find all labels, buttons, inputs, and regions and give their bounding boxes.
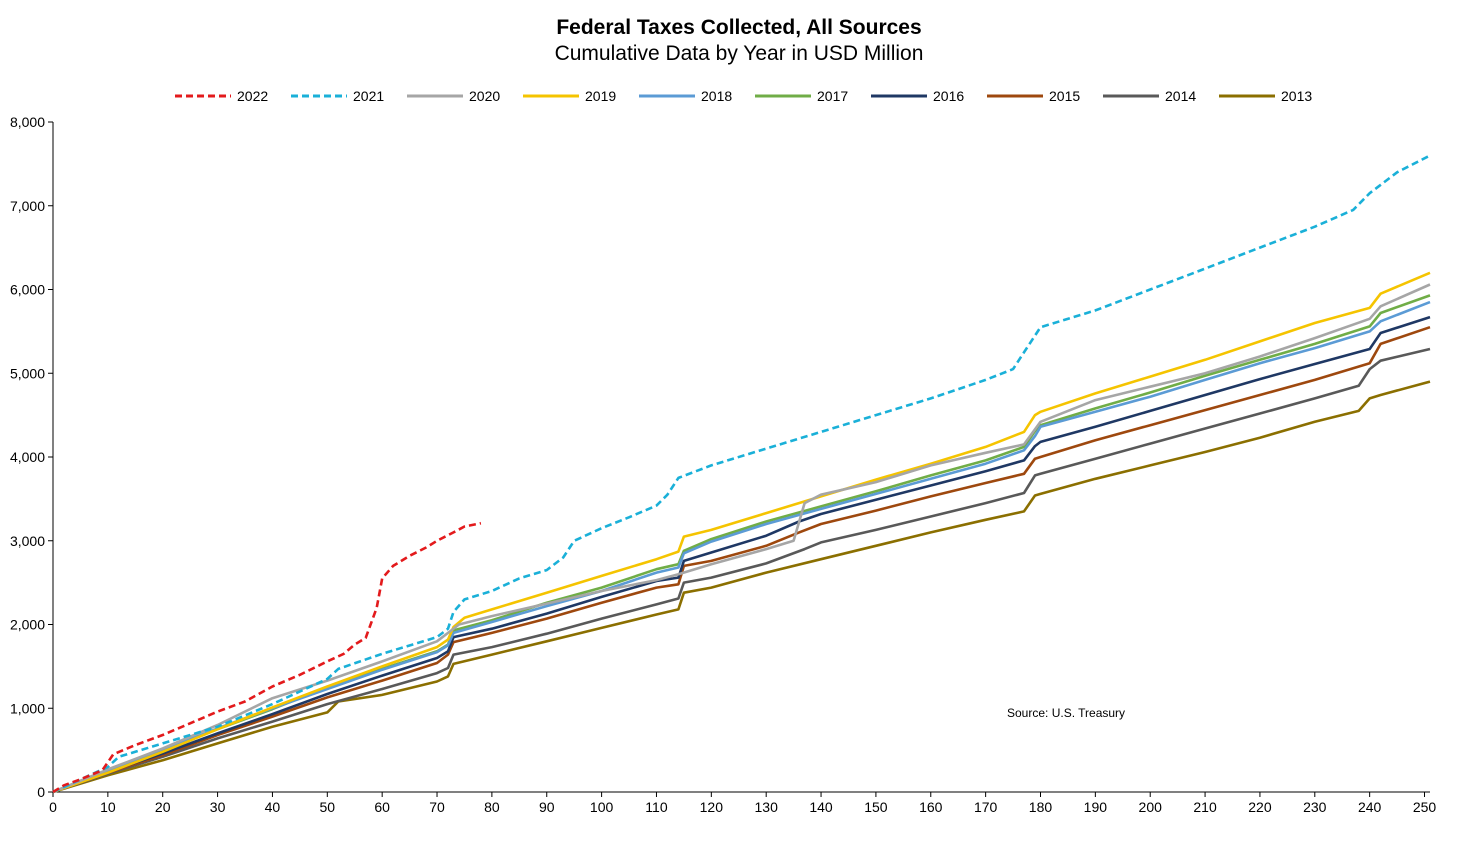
x-tick-label: 50 — [320, 799, 336, 815]
y-tick-label: 2,000 — [10, 617, 45, 633]
chart-subtitle: Cumulative Data by Year in USD Million — [554, 42, 924, 65]
legend: 2022 2021 2020 2019 2018 2017 2016 2015 2014 2013 — [0, 86, 1478, 106]
y-tick-label: 0 — [37, 784, 45, 800]
legend-label: 2021 — [353, 88, 385, 104]
legend-swatch — [1103, 94, 1159, 98]
x-tick-label: 210 — [1193, 799, 1217, 815]
x-tick-label: 170 — [974, 799, 998, 815]
source-annotation: Source: U.S. Treasury — [1007, 706, 1126, 720]
legend-label: 2017 — [817, 88, 849, 104]
legend-item-2022: 2022 — [175, 88, 268, 104]
legend-swatch — [291, 94, 347, 98]
x-tick-label: 90 — [539, 799, 555, 815]
legend-item-2013: 2013 — [1219, 88, 1312, 104]
x-tick-label: 250 — [1413, 799, 1437, 815]
legend-item-2016: 2016 — [871, 88, 964, 104]
y-tick-label: 5,000 — [10, 365, 45, 381]
legend-label: 2019 — [585, 88, 617, 104]
legend-label: 2020 — [469, 88, 501, 104]
x-tick-label: 10 — [100, 799, 116, 815]
x-tick-label: 20 — [155, 799, 171, 815]
x-tick-label: 150 — [864, 799, 888, 815]
legend-label: 2015 — [1049, 88, 1081, 104]
series-line-2018 — [52, 300, 1431, 794]
legend-item-2014: 2014 — [1103, 88, 1196, 104]
x-tick-label: 70 — [429, 799, 445, 815]
x-tick-label: 180 — [1029, 799, 1053, 815]
y-tick-label: 1,000 — [10, 700, 45, 716]
legend-swatch — [523, 94, 579, 98]
series-line-2022 — [52, 521, 482, 794]
legend-swatch — [175, 94, 231, 98]
legend-label: 2013 — [1281, 88, 1313, 104]
series-line-2013 — [52, 380, 1431, 794]
legend-label: 2018 — [701, 88, 733, 104]
x-tick-label: 0 — [49, 799, 57, 815]
x-tick-label: 120 — [700, 799, 724, 815]
legend-swatch — [755, 94, 811, 98]
x-tick-label: 220 — [1248, 799, 1272, 815]
legend-swatch — [1219, 94, 1275, 98]
series-line-2019 — [52, 271, 1431, 794]
legend-swatch — [871, 94, 927, 98]
x-tick-label: 200 — [1139, 799, 1163, 815]
x-tick-label: 30 — [210, 799, 226, 815]
x-tick-label: 130 — [755, 799, 779, 815]
legend-swatch — [407, 94, 463, 98]
y-tick-label: 7,000 — [10, 198, 45, 214]
series-line-2014 — [52, 347, 1431, 794]
y-tick-label: 8,000 — [10, 114, 45, 130]
x-tick-label: 190 — [1084, 799, 1108, 815]
y-tick-label: 4,000 — [10, 449, 45, 465]
series-line-2015 — [52, 325, 1431, 794]
series-line-2021 — [52, 154, 1431, 794]
series-line-2016 — [52, 315, 1431, 794]
x-tick-label: 230 — [1303, 799, 1327, 815]
x-tick-label: 140 — [809, 799, 833, 815]
legend-item-2020: 2020 — [407, 88, 500, 104]
x-tick-label: 110 — [645, 799, 668, 815]
legend-swatch — [987, 94, 1043, 98]
legend-label: 2016 — [933, 88, 965, 104]
legend-item-2017: 2017 — [755, 88, 848, 104]
y-tick-label: 3,000 — [10, 533, 45, 549]
legend-item-2021: 2021 — [291, 88, 384, 104]
series-line-2020 — [52, 283, 1431, 794]
x-tick-label: 80 — [484, 799, 500, 815]
legend-label: 2022 — [237, 88, 269, 104]
x-tick-label: 60 — [374, 799, 390, 815]
x-tick-label: 240 — [1358, 799, 1382, 815]
legend-swatch — [639, 94, 695, 98]
legend-item-2019: 2019 — [523, 88, 616, 104]
legend-item-2015: 2015 — [987, 88, 1080, 104]
y-tick-label: 6,000 — [10, 282, 45, 298]
legend-label: 2014 — [1165, 88, 1197, 104]
chart-title: Federal Taxes Collected, All Sources — [556, 16, 922, 39]
x-tick-label: 160 — [919, 799, 943, 815]
legend-item-2018: 2018 — [639, 88, 732, 104]
x-tick-label: 40 — [265, 799, 281, 815]
x-tick-label: 100 — [590, 799, 614, 815]
